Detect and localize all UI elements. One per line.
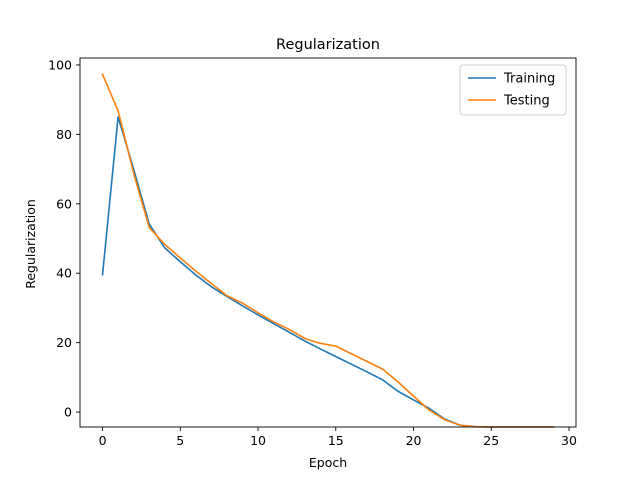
x-tick-label: 25: [483, 433, 499, 448]
legend-label-testing: Testing: [503, 94, 550, 109]
y-tick-label: 40: [56, 266, 72, 281]
x-tick-label: 10: [250, 433, 266, 448]
x-tick-label: 0: [99, 433, 107, 448]
x-axis-label: Epoch: [309, 455, 347, 470]
y-tick-label: 80: [56, 127, 72, 142]
chart-title: Regularization: [276, 37, 380, 53]
y-tick-label: 100: [48, 57, 72, 72]
x-tick-label: 20: [406, 433, 422, 448]
x-tick-label: 5: [176, 433, 184, 448]
y-tick-label: 60: [56, 196, 72, 211]
legend-label-training: Training: [503, 72, 555, 87]
x-tick-label: 30: [561, 433, 577, 448]
axes-frame: [79, 57, 577, 428]
plot-area: 0 5 10 15 20 25 30 0 20 40 60 80 100 Training Testing: [48, 57, 577, 448]
y-axis-label: Regularization: [23, 199, 38, 289]
y-tick-label: 20: [56, 335, 72, 350]
y-tick-label: 0: [64, 405, 72, 420]
legend: Training Testing: [459, 64, 567, 116]
x-tick-label: 15: [328, 433, 344, 448]
